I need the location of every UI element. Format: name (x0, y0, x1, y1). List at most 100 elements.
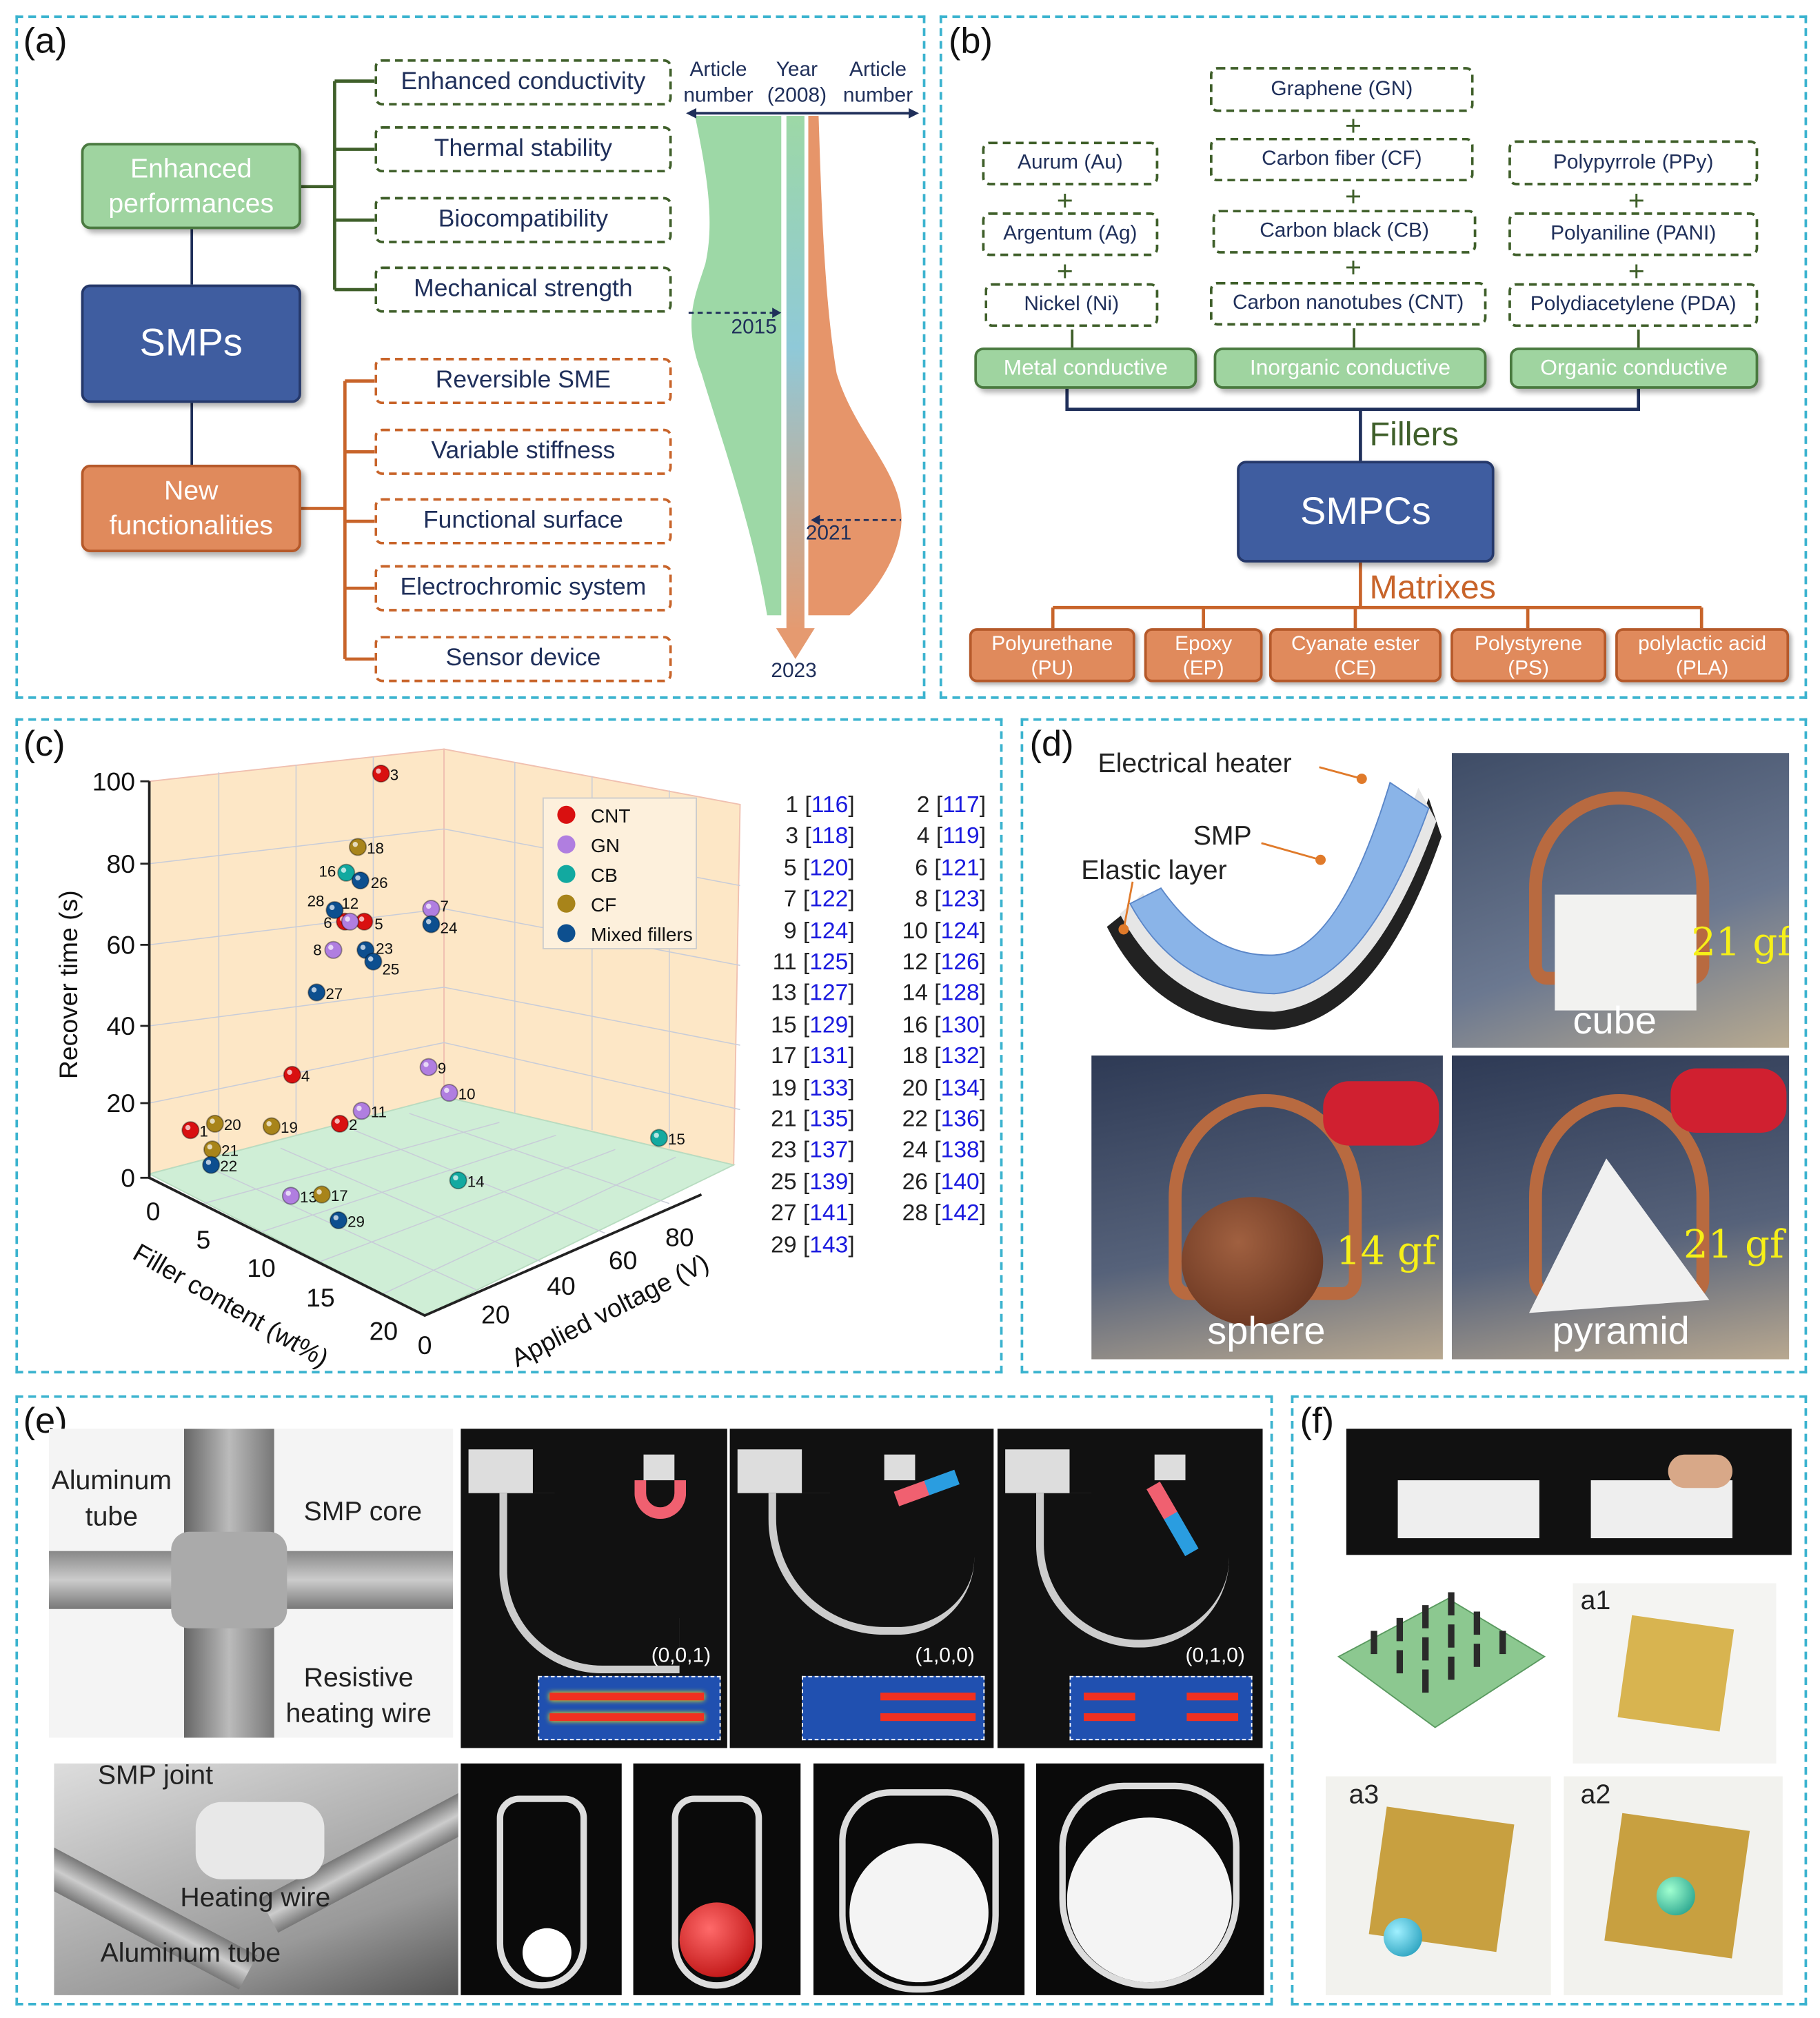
reference-link[interactable]: 119 (942, 823, 980, 849)
reference-link[interactable]: 118 (811, 823, 849, 849)
reference-link[interactable]: 128 (940, 980, 980, 1006)
point-marker (181, 1121, 200, 1140)
matrixes-label: Matrixes (1369, 567, 1496, 607)
reference-link[interactable]: 143 (809, 1231, 849, 1258)
x-axis-label: Filler content (wt%) (128, 1238, 334, 1373)
panel-a-connectors (190, 79, 920, 661)
matrix-name: Polyurethane (991, 633, 1113, 656)
reference-link[interactable]: 117 (942, 791, 980, 818)
data-point-5: 5 (355, 912, 383, 933)
photo-grip-medium-disc (813, 1763, 1025, 1995)
legend-marker (557, 924, 576, 942)
aluminum-tube-label: Aluminum tube (52, 1464, 172, 1536)
point-number: 3 [ (785, 823, 811, 849)
inorganic-filler-item: Carbon nanotubes (CNT) (1209, 281, 1487, 326)
point-label: 19 (281, 1119, 298, 1136)
reference-link[interactable]: 126 (940, 948, 980, 975)
point-label: 1 (199, 1123, 208, 1140)
matrix-abbr: (PU) (1031, 658, 1073, 680)
bracket: ] (979, 1200, 987, 1226)
point-number: 14 [ (902, 980, 941, 1006)
data-point-4: 4 (283, 1065, 310, 1084)
bracket: ] (848, 1074, 855, 1100)
reference-entry: 12 [126] (902, 949, 987, 976)
droplet (1656, 1877, 1695, 1916)
scatter3d-chart: Recover time (s) Filler content (wt%) Ap… (54, 748, 741, 1373)
reference-link[interactable]: 140 (940, 1168, 980, 1195)
smp-strip (499, 1493, 680, 1674)
bracket: ] (979, 854, 987, 880)
year-2015: 2015 (731, 316, 777, 339)
reference-link[interactable]: 132 (940, 1042, 980, 1069)
bracket: ] (979, 980, 987, 1006)
matrix-ps: Polystyrene (PS) (1450, 628, 1607, 683)
reference-link[interactable]: 122 (809, 885, 849, 912)
reference-link[interactable]: 133 (809, 1074, 849, 1100)
reference-link[interactable]: 142 (940, 1200, 980, 1226)
reference-link[interactable]: 124 (809, 917, 849, 943)
reference-link[interactable]: 138 (940, 1137, 980, 1163)
point-number: 18 [ (902, 1042, 941, 1069)
reference-link[interactable]: 139 (809, 1168, 849, 1195)
bracket: ] (979, 1168, 987, 1195)
finger (1668, 1454, 1732, 1489)
label-line: tube (85, 1502, 139, 1532)
matrix-name: Cyanate ester (1291, 633, 1419, 656)
panel-e (15, 1395, 1273, 2006)
reference-link[interactable]: 129 (809, 1011, 849, 1038)
functionality-item: Functional surface (374, 498, 672, 545)
reference-link[interactable]: 123 (940, 885, 980, 912)
label-line: Year (776, 59, 818, 81)
label-line: number (842, 85, 913, 107)
reference-link[interactable]: 116 (811, 791, 849, 818)
legend-marker (557, 865, 576, 883)
photo-aluminum-joint (48, 1429, 454, 1738)
point-highlight (444, 1087, 449, 1093)
reference-link[interactable]: 120 (809, 854, 849, 880)
z-tick-label: 60 (107, 930, 136, 959)
reference-link[interactable]: 125 (809, 948, 849, 975)
reference-link[interactable]: 141 (809, 1200, 849, 1226)
reference-link[interactable]: 135 (809, 1105, 849, 1132)
point-marker (205, 1114, 224, 1133)
panel-label-f: (f) (1300, 1400, 1335, 1441)
point-label: 3 (390, 766, 398, 783)
reference-link[interactable]: 127 (809, 980, 849, 1006)
smp-core (171, 1531, 287, 1628)
legend-marker (557, 805, 576, 824)
data-point-15: 15 (649, 1129, 685, 1148)
reference-entry: 6 [121] (915, 854, 986, 881)
performance-item: Biocompatibility (374, 196, 672, 243)
center-axis-label: Year (2008) (767, 58, 827, 110)
reference-entry: 26 [140] (902, 1169, 987, 1195)
reference-link[interactable]: 136 (940, 1105, 980, 1132)
reference-link[interactable]: 131 (809, 1042, 849, 1069)
reference-link[interactable]: 134 (940, 1074, 980, 1100)
heater-illustration (1106, 766, 1442, 1030)
plus-sign: + (1345, 251, 1362, 283)
gripper (496, 1795, 587, 1989)
a2-label: a2 (1580, 1780, 1611, 1810)
functionality-item: Reversible SME (374, 358, 672, 405)
smp-strip (1035, 1493, 1229, 1648)
gridlines (149, 756, 740, 1295)
point-marker (419, 1058, 438, 1076)
bracket: ] (848, 917, 855, 943)
point-highlight (453, 1175, 458, 1181)
photo-gripper-cube: 21 gf cube (1451, 753, 1790, 1048)
reference-link[interactable]: 121 (940, 854, 980, 880)
left-axis-label: Article number (683, 58, 753, 110)
reference-entry: 3 [118] (785, 823, 854, 850)
reference-link[interactable]: 137 (809, 1137, 849, 1163)
bracket: ] (848, 854, 855, 880)
point-label: 14 (467, 1173, 485, 1190)
point-number: 10 [ (902, 917, 941, 943)
point-label: 24 (441, 920, 458, 937)
sphere-force: 14 gf (1335, 1229, 1437, 1275)
point-highlight (287, 1069, 292, 1075)
reference-link[interactable]: 130 (940, 1011, 980, 1038)
large-disc (1066, 1817, 1232, 1983)
matrix-ce: Cyanate ester (CE) (1268, 628, 1442, 683)
reference-link[interactable]: 124 (940, 917, 980, 943)
legend-marker (557, 835, 576, 854)
